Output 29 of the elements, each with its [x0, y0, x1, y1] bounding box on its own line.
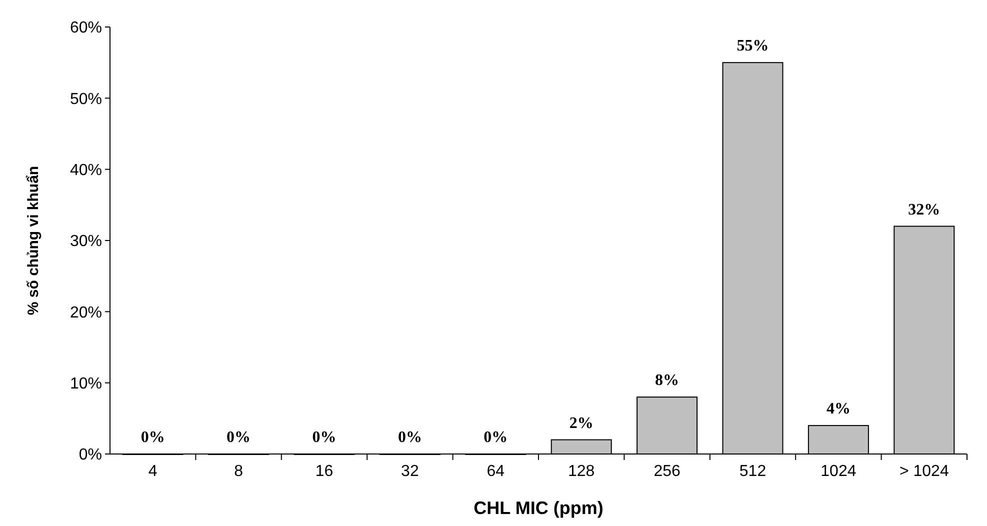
- x-axis-title: CHL MIC (ppm): [474, 498, 604, 518]
- y-tick-label: 10%: [70, 375, 102, 392]
- x-tick-label: > 1024: [899, 463, 949, 480]
- x-tick-label: 512: [739, 463, 766, 480]
- y-tick-label: 30%: [70, 233, 102, 250]
- data-label: 55%: [736, 38, 769, 55]
- data-label: 0%: [226, 429, 251, 446]
- y-tick-label: 20%: [70, 304, 102, 322]
- y-tick-label: 60%: [70, 20, 102, 37]
- x-tick-label: 16: [315, 463, 334, 480]
- data-label: 32%: [908, 201, 940, 218]
- x-tick-label: 4: [148, 463, 158, 480]
- data-label: 0%: [484, 429, 508, 446]
- data-label: 0%: [312, 429, 336, 446]
- x-tick-label: 128: [568, 463, 595, 480]
- data-label: 8%: [655, 372, 680, 390]
- x-tick-label: 1024: [820, 463, 856, 480]
- y-axis-title: % số chủng vi khuẩn: [25, 166, 42, 316]
- data-label: 2%: [569, 414, 594, 432]
- y-tick-label: 0%: [78, 446, 102, 464]
- x-tick-label: 32: [401, 463, 419, 480]
- x-tick-label: 256: [654, 463, 680, 480]
- x-tick-label: 64: [486, 463, 505, 480]
- x-tick-label: 8: [234, 463, 244, 480]
- y-tick-label: 50%: [70, 90, 102, 108]
- data-label: 4%: [826, 400, 850, 418]
- data-label: 0%: [398, 429, 422, 446]
- data-label: 0%: [140, 429, 165, 446]
- y-tick-label: 40%: [70, 162, 102, 179]
